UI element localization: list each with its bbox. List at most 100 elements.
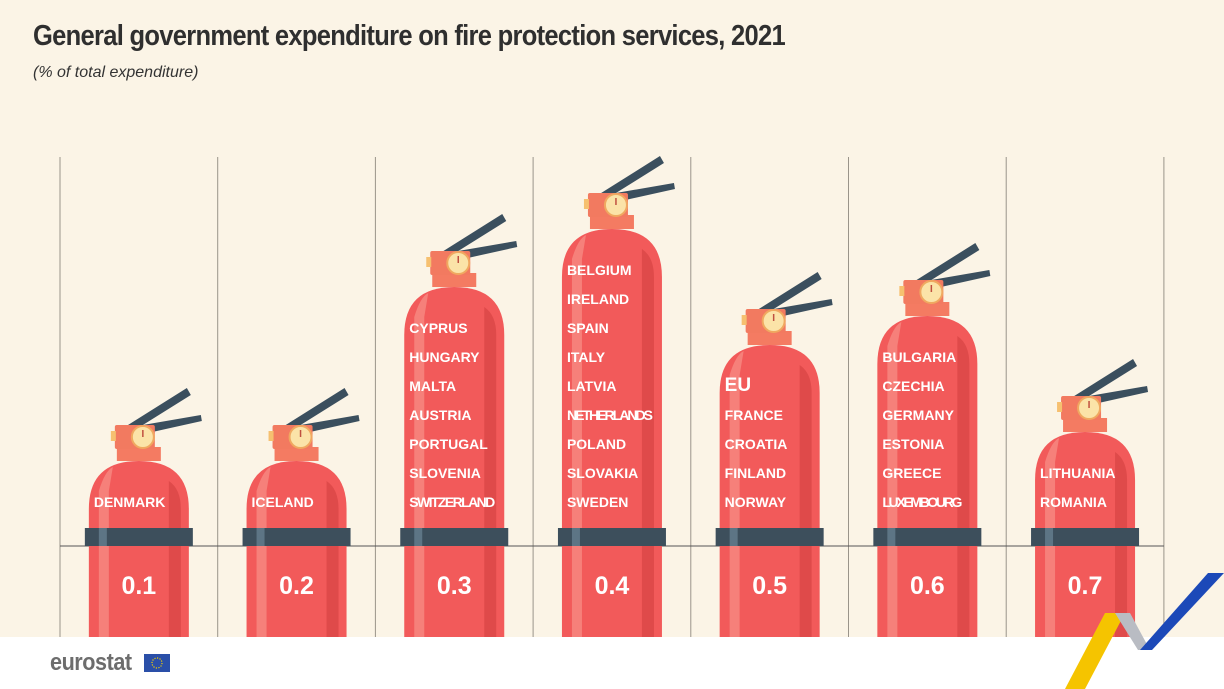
valve-nozzle [110, 431, 116, 441]
valve-nozzle [583, 199, 589, 209]
extinguisher-band [84, 528, 193, 546]
country-label: SWITZERLAND [409, 494, 495, 510]
band-highlight [1045, 528, 1054, 546]
body-shade [168, 481, 181, 637]
body-shade [484, 307, 497, 637]
extinguisher-0.6: BULGARIA CZECHIA GERMANY ESTONIA GREECE LUXEM… [873, 243, 991, 637]
body-shade [957, 336, 970, 637]
country-label: BELGIUM [567, 262, 632, 278]
valve-nozzle [741, 315, 747, 325]
valve-nozzle [1057, 402, 1063, 412]
country-label: LITHUANIA [1040, 465, 1115, 481]
country-label: CROATIA [725, 436, 788, 452]
country-label: LUXEMBOURG [882, 494, 962, 510]
extinguisher-band [873, 528, 982, 546]
eurostat-corner-graphic [1065, 573, 1224, 689]
extinguisher-band [715, 528, 824, 546]
country-label: NORWAY [725, 494, 787, 510]
extinguisher-0.5: EU FRANCE CROATIA FINLAND NORWAY 0.5 [715, 272, 833, 637]
country-label: GREECE [882, 465, 941, 481]
country-label: DENMARK [94, 494, 166, 510]
body-shade [799, 365, 812, 637]
valve-neck [589, 215, 634, 229]
country-label: ITALY [567, 349, 606, 365]
extinguisher-band [557, 528, 666, 546]
band-highlight [887, 528, 896, 546]
logo-text: eurostat [50, 649, 132, 676]
extinguisher-body [246, 461, 347, 637]
handle-icon [124, 388, 202, 435]
country-label: LATVIA [567, 378, 617, 394]
eu-flag-icon [143, 654, 170, 672]
extinguisher-body [404, 287, 505, 637]
valve-neck [1063, 418, 1108, 432]
value-label: 0.1 [121, 572, 156, 600]
country-label: HUNGARY [409, 349, 480, 365]
extinguisher-0.7: LITHUANIA ROMANIA 0.7 [1031, 359, 1149, 637]
extinguisher-body [877, 316, 978, 637]
value-label: 0.5 [752, 572, 787, 600]
country-label: ESTONIA [882, 436, 944, 452]
valve-neck [905, 302, 950, 316]
country-label: BULGARIA [882, 349, 956, 365]
country-label: POLAND [567, 436, 626, 452]
country-label: EU [725, 375, 751, 396]
valve-neck [116, 447, 161, 461]
body-highlight [256, 467, 271, 637]
chart-subtitle: (% of total expenditure) [33, 64, 199, 81]
extinguisher-0.1: DENMARK 0.1 [84, 388, 202, 637]
body-shade [641, 249, 654, 637]
country-label: CZECHIA [882, 378, 944, 394]
country-label: NETHERLANDS [567, 407, 653, 423]
extinguisher-body [719, 345, 820, 637]
valve-nozzle [268, 431, 274, 441]
country-label: CYPRUS [409, 320, 467, 336]
extinguisher-band [242, 528, 351, 546]
extinguisher-0.4: BELGIUM IRELAND SPAIN ITALY LATVIA NETHERLAND… [557, 156, 675, 637]
value-label: 0.4 [595, 572, 630, 600]
country-label: FINLAND [725, 465, 786, 481]
value-label: 0.6 [910, 572, 945, 600]
eurostat-logo: eurostat [50, 649, 170, 677]
country-label: GERMANY [882, 407, 954, 423]
country-label: SPAIN [567, 320, 609, 336]
band-highlight [729, 528, 738, 546]
country-label: ROMANIA [1040, 494, 1107, 510]
extinguisher-body [88, 461, 189, 637]
country-label: FRANCE [725, 407, 783, 423]
body-highlight [887, 322, 902, 637]
extinguisher-band [1031, 528, 1140, 546]
handle-icon [282, 388, 360, 435]
body-highlight [98, 467, 113, 637]
handle-icon [755, 272, 833, 319]
handle-icon [1071, 359, 1149, 406]
body-highlight [414, 293, 429, 637]
body-shade [326, 481, 339, 637]
band-highlight [571, 528, 580, 546]
valve-nozzle [899, 286, 905, 296]
country-label: MALTA [409, 378, 456, 394]
handle-icon [913, 243, 991, 290]
value-label: 0.7 [1068, 572, 1103, 600]
country-label: SLOVENIA [409, 465, 481, 481]
extinguisher-0.3: CYPRUS HUNGARY MALTA AUSTRIA PORTUGAL SLOVENI… [400, 214, 518, 637]
valve-neck [432, 273, 477, 287]
value-label: 0.3 [437, 572, 472, 600]
band-highlight [98, 528, 107, 546]
valve-neck [747, 331, 792, 345]
valve-nozzle [426, 257, 432, 267]
value-label: 0.2 [279, 572, 314, 600]
chart-title: General government expenditure on fire p… [33, 20, 786, 52]
country-label: PORTUGAL [409, 436, 488, 452]
country-label: IRELAND [567, 291, 629, 307]
body-highlight [729, 351, 744, 637]
country-label: AUSTRIA [409, 407, 471, 423]
handle-icon [597, 156, 675, 203]
country-label: SLOVAKIA [567, 465, 638, 481]
handle-icon [440, 214, 518, 261]
country-label: SWEDEN [567, 494, 628, 510]
country-label: ICELAND [252, 494, 314, 510]
band-highlight [256, 528, 265, 546]
extinguisher-band [400, 528, 509, 546]
